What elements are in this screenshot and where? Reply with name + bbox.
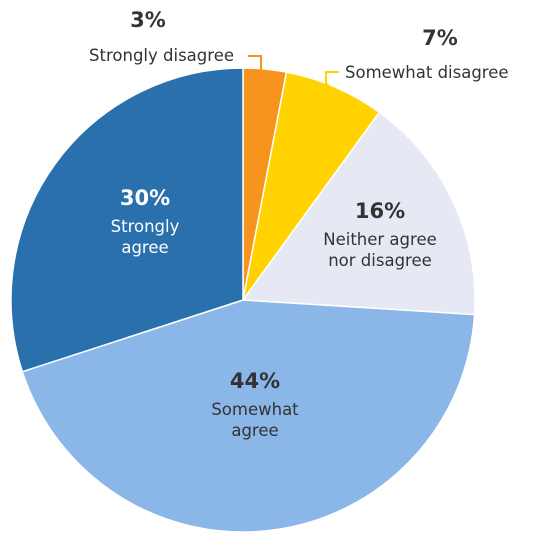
category-label-strongly-disagree: Strongly disagree bbox=[89, 46, 234, 65]
leader-dot-strongly-disagree bbox=[258, 69, 264, 75]
pie-slice-strongly-agree bbox=[10, 67, 244, 373]
value-label-strongly-disagree: 3% bbox=[130, 8, 166, 32]
pie-slices bbox=[10, 67, 476, 533]
pie-slice-neither-agree-nor-disagree bbox=[242, 111, 476, 316]
leader-dot-somewhat-disagree bbox=[323, 83, 329, 89]
value-label-strongly-agree: 30% bbox=[120, 186, 170, 210]
category-label-somewhat-agree-line-2: agree bbox=[231, 421, 278, 440]
value-label-somewhat-agree: 44% bbox=[230, 369, 280, 393]
pie-slice-somewhat-agree bbox=[21, 299, 476, 533]
leader-line-strongly-disagree bbox=[248, 55, 262, 72]
category-label-strongly-agree-line-1: Strongly bbox=[111, 217, 180, 236]
category-label-somewhat-disagree: Somewhat disagree bbox=[345, 63, 509, 82]
value-label-neither-agree-nor-disagree: 16% bbox=[355, 199, 405, 223]
category-label-neither-agree-nor-disagree-line-1: Neither agree bbox=[323, 230, 437, 249]
slice-labels: 3% Strongly disagree 7% Somewhat disagree 16… bbox=[89, 8, 509, 440]
leader-line-somewhat-disagree bbox=[325, 71, 339, 86]
pie-slice-somewhat-disagree bbox=[242, 71, 381, 301]
category-label-neither-agree-nor-disagree-line-2: nor disagree bbox=[328, 251, 432, 270]
category-label-strongly-agree-line-2: agree bbox=[121, 238, 168, 257]
value-label-somewhat-disagree: 7% bbox=[422, 26, 458, 50]
leader-lines bbox=[248, 55, 339, 89]
category-label-somewhat-agree-line-1: Somewhat bbox=[211, 400, 299, 419]
